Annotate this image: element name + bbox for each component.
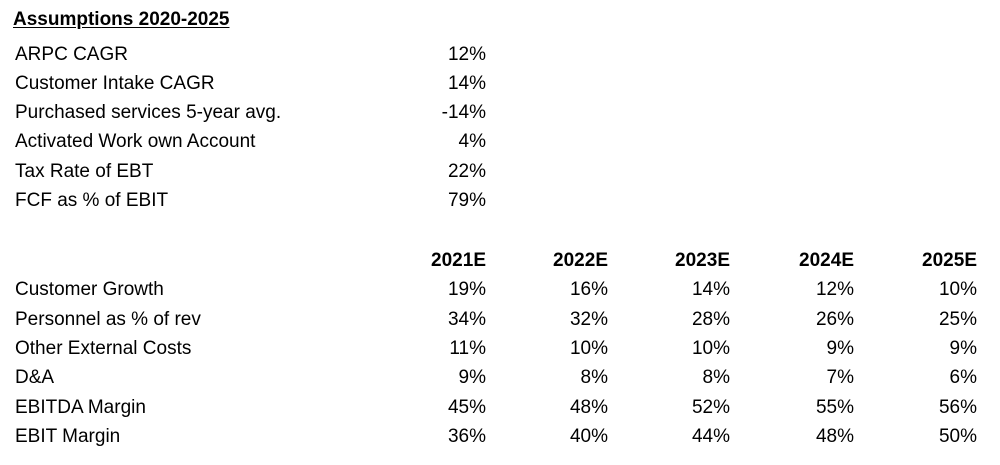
column-header: 2024E: [799, 250, 854, 271]
assumption-row: Tax Rate of EBT 22%: [0, 158, 1000, 187]
forecast-cell: 44%: [691, 426, 730, 447]
forecast-label: EBIT Margin: [15, 426, 121, 447]
forecast-row: EBIT Margin 36% 40% 44% 48% 50%: [0, 423, 1000, 452]
assumption-row: Activated Work own Account 4%: [0, 128, 1000, 157]
forecast-cell: 14%: [691, 279, 730, 300]
forecast-cell: 16%: [569, 279, 608, 300]
assumption-value: 14%: [447, 73, 486, 94]
column-header: 2025E: [922, 250, 977, 271]
forecast-row: EBITDA Margin 45% 48% 52% 55% 56%: [0, 394, 1000, 423]
forecast-label: D&A: [15, 367, 55, 388]
forecast-label: Other External Costs: [15, 338, 192, 359]
forecast-row: Personnel as % of rev 34% 32% 28% 26% 25…: [0, 306, 1000, 335]
forecast-row: D&A 9% 8% 8% 7% 6%: [0, 364, 1000, 393]
forecast-cell: 10%: [938, 279, 977, 300]
forecast-cell: 52%: [691, 397, 730, 418]
assumption-label: Customer Intake CAGR: [15, 73, 215, 94]
forecast-label: EBITDA Margin: [15, 397, 146, 418]
forecast-cell: 8%: [580, 367, 608, 388]
forecast-cell: 28%: [691, 309, 730, 330]
assumption-value: 22%: [447, 161, 486, 182]
forecast-label: Customer Growth: [15, 279, 164, 300]
assumption-label: Purchased services 5-year avg.: [15, 102, 282, 123]
assumption-label: ARPC CAGR: [15, 44, 128, 65]
forecast-row: Customer Growth 19% 16% 14% 12% 10%: [0, 276, 1000, 305]
forecast-cell: 56%: [938, 397, 977, 418]
forecast-cell: 34%: [447, 309, 486, 330]
column-header: 2022E: [553, 250, 608, 271]
assumption-value: -14%: [441, 102, 486, 123]
assumption-row: FCF as % of EBIT 79%: [0, 187, 1000, 216]
assumption-label: FCF as % of EBIT: [15, 190, 169, 211]
forecast-label: Personnel as % of rev: [15, 309, 201, 330]
forecast-cell: 8%: [702, 367, 730, 388]
forecast-cell: 9%: [826, 338, 854, 359]
column-header: 2023E: [675, 250, 730, 271]
assumption-value: 4%: [458, 131, 486, 152]
forecast-cell: 48%: [815, 426, 854, 447]
forecast-cell: 55%: [815, 397, 854, 418]
forecast-cell: 7%: [826, 367, 854, 388]
assumption-label: Tax Rate of EBT: [15, 161, 154, 182]
forecast-cell: 26%: [815, 309, 854, 330]
assumption-row: Purchased services 5-year avg. -14%: [0, 99, 1000, 128]
forecast-cell: 50%: [938, 426, 977, 447]
forecast-cell: 12%: [815, 279, 854, 300]
forecast-cell: 40%: [569, 426, 608, 447]
forecast-cell: 32%: [569, 309, 608, 330]
forecast-cell: 48%: [569, 397, 608, 418]
forecast-cell: 36%: [447, 426, 486, 447]
forecast-cell: 19%: [447, 279, 486, 300]
assumption-value: 79%: [447, 190, 486, 211]
forecast-cell: 10%: [691, 338, 730, 359]
forecast-cell: 9%: [458, 367, 486, 388]
assumption-row: Customer Intake CAGR 14%: [0, 70, 1000, 99]
forecast-cell: 45%: [447, 397, 486, 418]
forecast-cell: 11%: [449, 338, 486, 359]
assumption-value: 12%: [447, 44, 486, 65]
forecast-cell: 10%: [569, 338, 608, 359]
forecast-cell: 25%: [938, 309, 977, 330]
forecast-cell: 6%: [949, 367, 977, 388]
assumptions-title: Assumptions 2020-2025: [13, 9, 230, 30]
forecast-header-row: 2021E 2022E 2023E 2024E 2025E: [0, 247, 1000, 276]
assumption-row: ARPC CAGR 12%: [0, 41, 1000, 70]
assumption-label: Activated Work own Account: [15, 131, 256, 152]
forecast-cell: 9%: [949, 338, 977, 359]
forecast-row: Other External Costs 11% 10% 10% 9% 9%: [0, 335, 1000, 364]
column-header: 2021E: [431, 250, 486, 271]
